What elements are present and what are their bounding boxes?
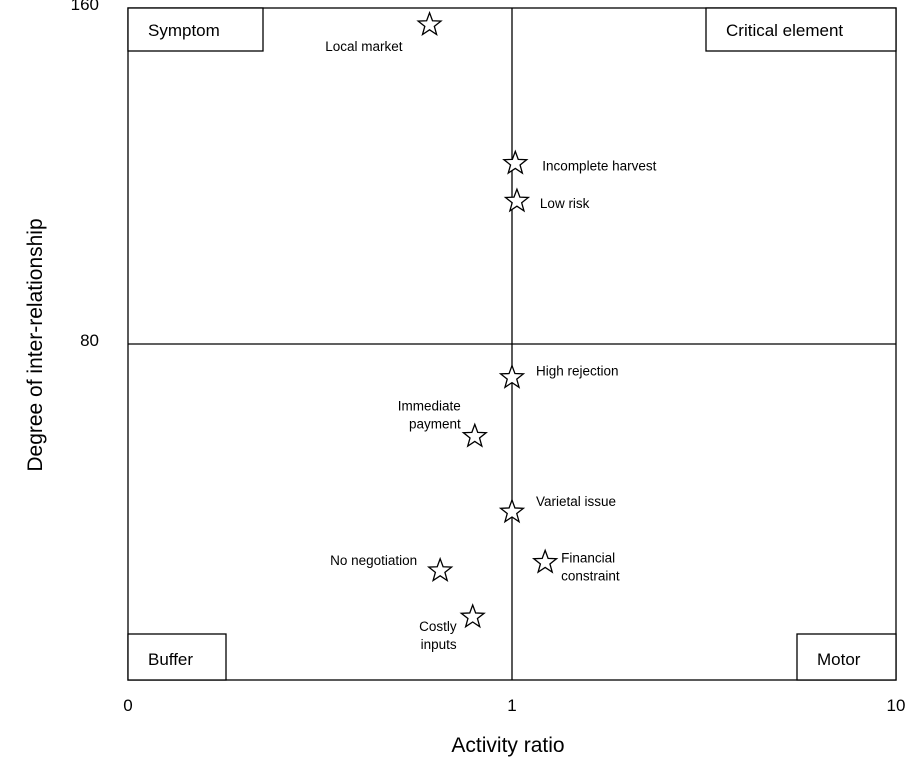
quadrant-label-buffer: Buffer [148, 650, 193, 669]
quadrant-boxes: Symptom Critical element Buffer Motor [127, 7, 897, 681]
y-tick-label: 80 [80, 331, 99, 350]
star-marker [459, 603, 486, 629]
y-tick-label: 160 [71, 0, 99, 14]
x-axis-title: Activity ratio [451, 734, 564, 757]
y-axis-ticks: 80 160 [71, 0, 99, 350]
plot-frame [127, 7, 897, 681]
star-marker [416, 10, 443, 37]
star-marker [426, 556, 454, 583]
point-label: Immediate payment [398, 398, 461, 431]
point-label: Varietal issue [536, 494, 616, 509]
quadrant-box-motor [796, 633, 897, 681]
data-points: Local market Incomplete harvest Low risk Hi… [325, 10, 657, 652]
point-label: Costly inputs [419, 619, 457, 652]
star-marker [498, 363, 526, 389]
quadrant-label-motor: Motor [817, 650, 861, 669]
x-tick-label: 0 [123, 696, 132, 715]
point-label: Incomplete harvest [542, 158, 656, 173]
quadrant-box-buffer [127, 633, 227, 681]
point-label: No negotiation [330, 553, 417, 568]
quadrant-label-symptom: Symptom [148, 21, 220, 40]
x-tick-label: 1 [507, 696, 516, 715]
point-label: High rejection [536, 364, 619, 379]
point-label: Local market [325, 39, 403, 54]
quadrant-box-symptom [127, 7, 264, 52]
x-axis-ticks: 0 1 10 [123, 696, 905, 715]
star-marker [502, 149, 529, 175]
point-label: Low risk [540, 196, 590, 211]
quadrant-box-critical-element [705, 7, 897, 52]
star-marker [531, 548, 559, 574]
star-marker [461, 422, 488, 448]
quadrant-label-critical-element: Critical element [726, 21, 843, 40]
star-marker [503, 187, 531, 213]
x-tick-label: 10 [887, 696, 906, 715]
y-axis-title: Degree of inter-relationship [24, 218, 47, 471]
point-label: Financial constraint [561, 550, 620, 583]
star-marker [498, 498, 526, 524]
